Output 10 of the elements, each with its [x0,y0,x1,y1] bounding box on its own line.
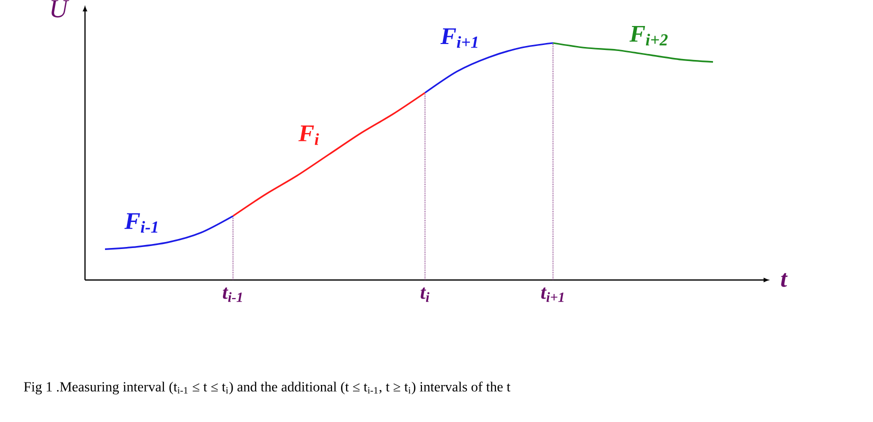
x-tick-label: t$_{i-1}$ [222,288,242,302]
series-label: F$_{i+2}$ [629,26,668,46]
y-axis-title: U [51,0,70,18]
x-tick-label: t$_{i}$ [420,288,430,302]
series-label: F$_{i}$ [298,126,319,145]
x-tick-label: t$_{i+1}$ [541,288,564,302]
text: Fig 1 .Measuring interval (t$_{i-1}$ ≤ t ≤ t$_{i}$) and the additional (t ≤ t$_{i-1}$, t ≥ t$_{i}$) intervals of the t [24,382,510,394]
series-label: F$_{i-1}$ [124,213,158,233]
x-axis-title: t [781,273,788,287]
series-label: F$_{i+1}$ [440,28,478,48]
